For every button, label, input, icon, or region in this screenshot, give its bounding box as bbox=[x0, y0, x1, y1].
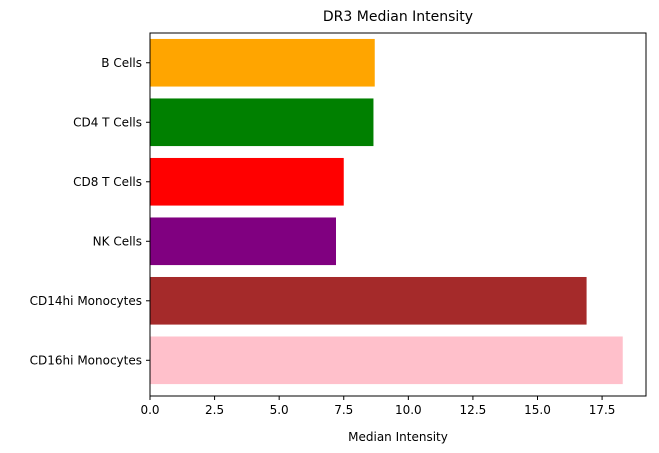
y-tick-label-nk-cells: NK Cells bbox=[93, 234, 142, 248]
y-tick-label-cd16hi-monocytes: CD16hi Monocytes bbox=[30, 353, 142, 367]
bar-nk-cells bbox=[150, 217, 336, 266]
chart-title: DR3 Median Intensity bbox=[323, 9, 473, 25]
x-tick-label: 2.5 bbox=[205, 403, 224, 417]
y-tick-label-cd14hi-monocytes: CD14hi Monocytes bbox=[30, 294, 142, 308]
y-tick-label-cd4-t-cells: CD4 T Cells bbox=[73, 115, 142, 129]
x-tick-label: 10.0 bbox=[395, 403, 422, 417]
y-axis: B Cells CD4 T Cells CD8 T Cells NK Cells CD1… bbox=[30, 56, 150, 367]
x-tick-label: 12.5 bbox=[460, 403, 487, 417]
y-tick-label-cd8-t-cells: CD8 T Cells bbox=[73, 175, 142, 189]
bar-b-cells bbox=[150, 38, 375, 87]
x-tick-label: 7.5 bbox=[334, 403, 353, 417]
y-tick-label-b-cells: B Cells bbox=[101, 56, 142, 70]
bar-cd8-t-cells bbox=[150, 157, 344, 206]
plot-frame bbox=[149, 32, 647, 397]
x-axis-label: Median Intensity bbox=[348, 430, 448, 444]
bar-cd4-t-cells bbox=[150, 98, 374, 147]
x-tick-label: 0.0 bbox=[140, 403, 159, 417]
bars-group bbox=[150, 38, 623, 385]
x-tick-label: 15.0 bbox=[524, 403, 551, 417]
bar-cd16hi-monocytes bbox=[150, 336, 623, 385]
x-tick-label: 17.5 bbox=[589, 403, 616, 417]
x-axis: 0.0 2.5 5.0 7.5 10.0 12.5 15.0 17.5 bbox=[140, 396, 615, 417]
bar-cd14hi-monocytes bbox=[150, 276, 587, 325]
x-tick-label: 5.0 bbox=[270, 403, 289, 417]
